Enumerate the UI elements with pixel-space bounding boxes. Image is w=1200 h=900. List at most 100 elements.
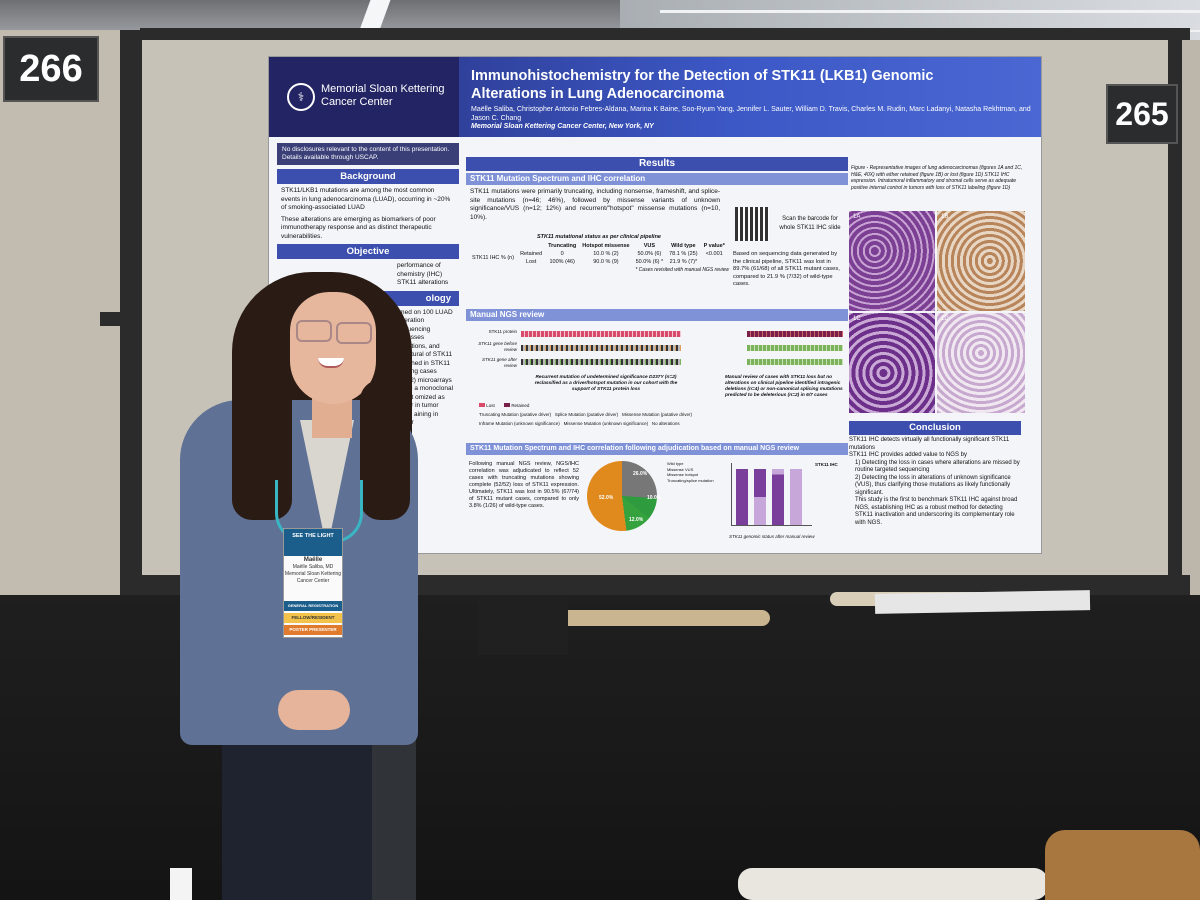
table-cell: 78.1 % (25): [669, 250, 698, 257]
table-cell: 50.0% (6): [637, 250, 662, 257]
table-header-blank: [517, 242, 545, 250]
table-row-label: STK11 IHC % (n): [472, 254, 515, 261]
poster-tube: [530, 610, 770, 626]
methodology-text: rmed on 100 LUAD eneration sequencing as…: [397, 308, 454, 427]
glasses-icon: [296, 320, 332, 342]
left-column: No disclosures relevant to the content o…: [277, 143, 459, 543]
table-cell: Retained: [520, 250, 543, 257]
name-badge: SEE THE LIGHT Maëlle Maëlle Saliba, MD M…: [283, 528, 343, 638]
table-title: STK11 mutational status as per clinical …: [537, 234, 661, 240]
legend-item: Missense Mutation (putative driver): [621, 412, 692, 417]
conclusion-point: 1) Detecting the loss in cases where alt…: [855, 459, 1020, 474]
legend-item: Lost: [486, 403, 495, 408]
figure-label: 1B: [941, 214, 949, 220]
table-header: P value*: [703, 242, 725, 249]
figure-label: 1A: [853, 214, 861, 220]
figure-caption: Figure - Representative images of lung a…: [851, 165, 1023, 191]
background-point-2: These alterations are emerging as biomar…: [281, 215, 436, 240]
badge-name: Maëlle Maëlle Saliba, MD Memorial Sloan …: [284, 557, 342, 584]
bar-segment: [736, 469, 748, 525]
results-section-2: STK11 Mutation Spectrum and IHC correlat…: [466, 443, 848, 455]
booth-number-left: 266: [3, 36, 99, 102]
bar-segment: [754, 469, 766, 525]
booth-number-right: 265: [1106, 84, 1178, 144]
board-frame-top: [140, 28, 1190, 40]
section2-heading: STK11 Mutation Spectrum and IHC correlat…: [466, 443, 848, 455]
badge-ribbon: FELLOW/RESIDENT: [284, 613, 342, 623]
pie-label: 26.0%: [633, 471, 648, 477]
pie-legend: Wild type Missense VUS Missense hotspot …: [667, 461, 727, 483]
bar-chart-caption: STK11 genomic status after manual review: [729, 534, 815, 539]
badge-registration: GENERAL REGISTRATION: [284, 601, 342, 611]
table-cell: Lost: [525, 258, 537, 265]
board-pole-right: [1168, 40, 1182, 600]
ngs-track: [521, 359, 681, 365]
presenter-hands: [278, 690, 350, 730]
table-cell: 90.0 % (9): [593, 258, 619, 265]
legend-item: No alterations: [651, 421, 680, 426]
table-header: VUS: [643, 242, 656, 249]
ngs-track: [747, 331, 843, 337]
poster-tube-foreground: [738, 868, 1048, 900]
conclusion-section: STK11 IHC detects virtually all function…: [849, 437, 1021, 527]
ngs-row-label: STK11 protein: [488, 329, 517, 334]
ngs-track: [521, 331, 681, 337]
results-section-1: STK11 Mutation Spectrum and IHC correlat…: [466, 173, 848, 225]
results-heading: Results: [466, 157, 848, 171]
table-cell: 100% (46): [549, 258, 575, 265]
handbag: [1045, 830, 1200, 900]
ngs-track: [747, 359, 843, 365]
logo-text: Memorial Sloan Kettering Cancer Center: [321, 83, 445, 108]
pie-legend-item: Wild type: [667, 461, 684, 466]
pie-legend-item: Missense hotspot: [667, 472, 699, 477]
legend-item: Inframe Mutation (unknown significance): [479, 421, 560, 426]
presenter-pants: [222, 745, 372, 900]
msk-logo-icon: ⚕: [287, 83, 315, 111]
board-clamp: [100, 312, 130, 326]
sequencing-text: Based on sequencing data generated by th…: [733, 251, 840, 287]
table-cell: 21.9 % (7)*: [669, 258, 698, 265]
legend-retained-swatch: [504, 403, 511, 407]
figure-label: 1C: [853, 316, 861, 322]
table-header: Wild type: [671, 242, 696, 249]
ngs-heading: Manual NGS review: [466, 309, 848, 321]
presenter-neck: [312, 398, 352, 438]
histology-image-1d: [937, 313, 1025, 413]
badge-event: SEE THE LIGHT: [284, 529, 342, 556]
right-poster-board: [1180, 40, 1200, 600]
table-row: Lost 100% (46) 90.0 % (9) 50.0% (6) * 21…: [469, 258, 728, 266]
table-cell: 0: [560, 250, 564, 257]
conclusion-point: STK11 IHC provides added value to NGS by: [849, 452, 967, 458]
table-header: Hotspot missense: [582, 242, 630, 249]
bar-segment: [790, 469, 802, 525]
table-header-blank: [469, 242, 517, 250]
genomic-status-pie-chart: [587, 461, 657, 531]
conclusion-point: STK11 IHC detects virtually all function…: [849, 437, 1010, 451]
ngs-track: [521, 345, 681, 351]
ceiling-truss: [660, 10, 1200, 13]
presenter-smile: [318, 358, 344, 368]
table-cell: [701, 258, 728, 266]
glasses-icon: [336, 322, 372, 344]
pie-label: 10.0%: [647, 495, 662, 501]
conclusion-point: 2) Detecting the loss in alterations of …: [855, 474, 1011, 496]
legend-lost-swatch: [479, 403, 485, 407]
section2-text: Following manual NGS review, NGS/IHC cor…: [469, 461, 579, 509]
objective-heading: Objective: [277, 244, 459, 259]
background-heading: Background: [277, 169, 459, 184]
histology-image-1a: [849, 211, 935, 311]
table-cell: 50.0% (6) *: [635, 258, 664, 265]
ihc-bar-chart: [731, 463, 812, 526]
figure-label: 1D: [941, 316, 949, 322]
table-note: * Cases revisited with manual NGS review: [635, 266, 729, 273]
ngs-note-left: Recurrent mutation of undetermined signi…: [534, 375, 678, 392]
bar-segment: [772, 469, 784, 525]
presenter-hair-right: [360, 380, 410, 520]
mutation-table: STK11 mutational status as per clinical …: [469, 233, 729, 274]
table-cell: <0.001: [705, 250, 723, 257]
background-person-legs: [478, 595, 568, 655]
table-header: Truncating: [548, 242, 577, 249]
floor-box: [874, 590, 1091, 614]
histology-image-1b: [937, 211, 1025, 311]
table-cell: 10.0 % (2): [593, 250, 619, 257]
